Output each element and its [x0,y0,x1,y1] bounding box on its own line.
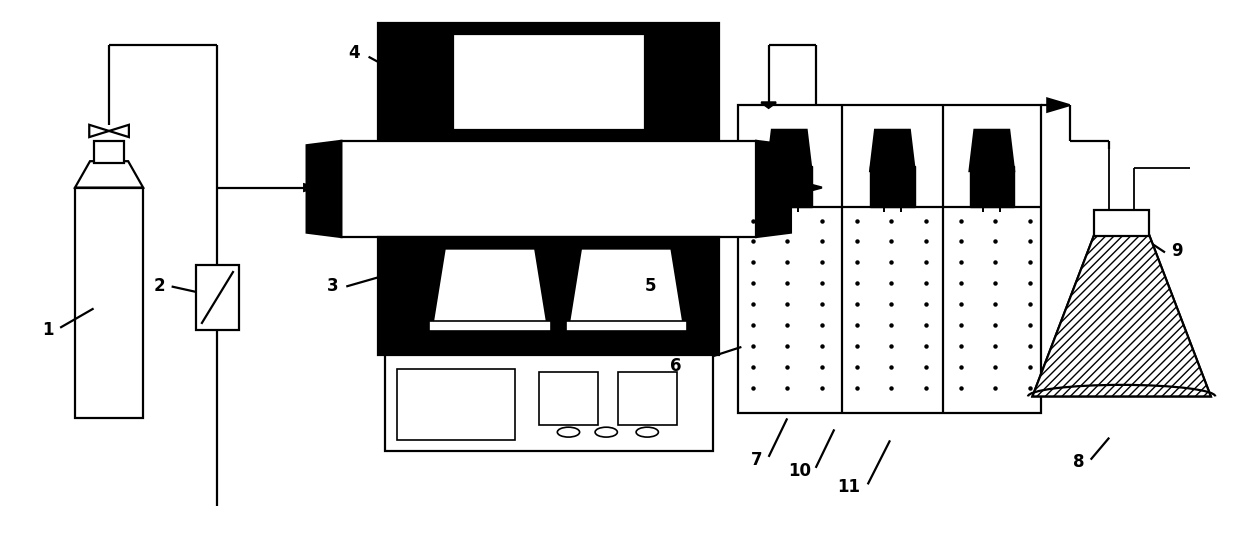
Text: 7: 7 [750,451,763,468]
Polygon shape [89,125,129,137]
Text: 11: 11 [838,478,861,496]
Bar [1095,209,1149,236]
Polygon shape [304,184,316,191]
Polygon shape [306,141,341,237]
Polygon shape [756,141,791,237]
Text: 9: 9 [1172,242,1183,260]
Polygon shape [870,130,915,171]
Bar [94,141,124,163]
Polygon shape [768,130,811,171]
Bar [768,166,811,207]
Polygon shape [810,184,822,191]
Text: 2: 2 [154,278,165,295]
Circle shape [636,427,658,437]
Bar [738,105,1042,413]
Text: 1: 1 [42,321,53,339]
Bar [74,187,143,418]
Text: 8: 8 [1073,453,1084,471]
Text: 5: 5 [645,278,657,295]
Bar [378,23,719,141]
Bar [565,321,687,331]
Polygon shape [1033,234,1210,396]
Text: 4: 4 [348,44,360,62]
Bar [539,372,598,425]
Bar [870,166,915,207]
Bar [429,321,551,331]
Polygon shape [1033,234,1210,396]
Circle shape [557,427,579,437]
Circle shape [595,427,618,437]
Polygon shape [1048,99,1070,112]
Bar [378,237,719,355]
Bar [397,369,515,440]
Polygon shape [570,251,682,328]
Polygon shape [74,161,143,187]
Polygon shape [434,251,546,328]
Polygon shape [761,102,776,108]
Bar [196,264,238,331]
Polygon shape [970,130,1014,171]
Text: 10: 10 [789,462,811,479]
Text: 6: 6 [670,357,682,375]
Bar [618,372,677,425]
Bar [384,355,713,451]
Bar [453,34,645,130]
Text: 3: 3 [327,278,339,295]
Bar [341,141,756,237]
Bar [970,166,1014,207]
